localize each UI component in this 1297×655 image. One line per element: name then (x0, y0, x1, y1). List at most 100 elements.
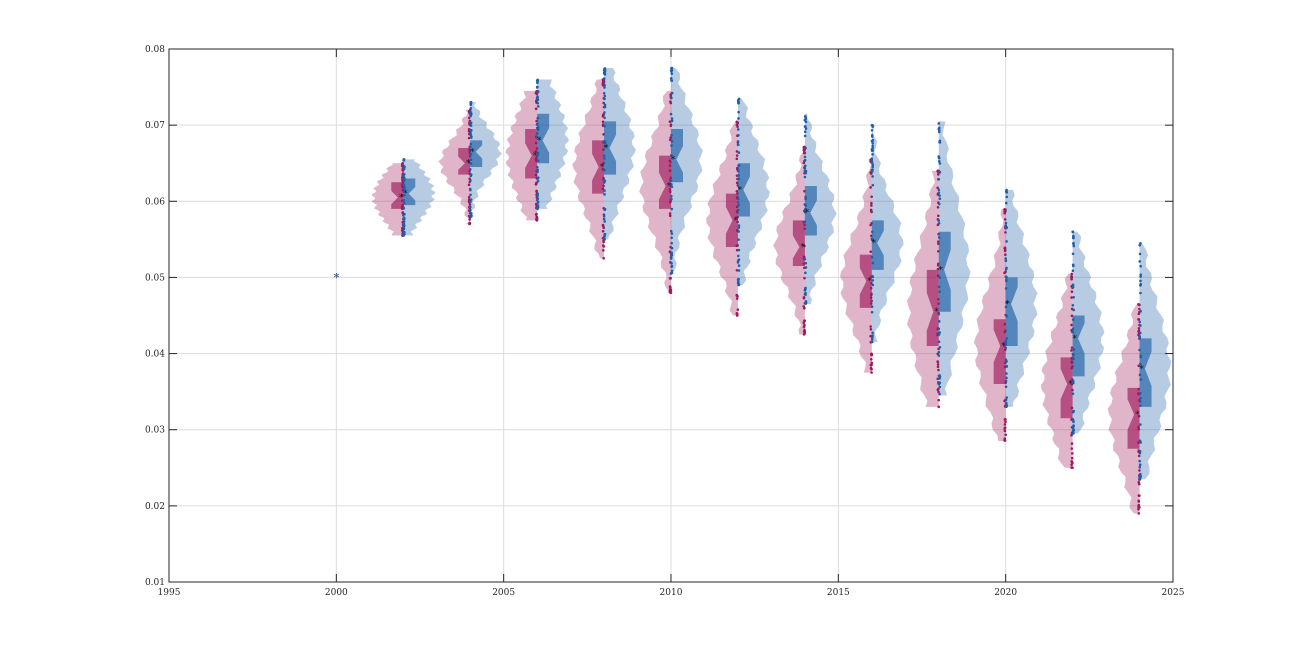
left-data-point (668, 285, 672, 288)
right-data-point (1138, 465, 1142, 469)
left-box (792, 220, 805, 267)
right-data-point (602, 91, 606, 95)
right-data-point (1005, 376, 1008, 380)
right-data-point (937, 221, 941, 225)
right-data-point (871, 334, 874, 338)
right-data-point (1138, 320, 1142, 324)
left-data-point (1004, 253, 1007, 257)
right-median-marker: * (872, 239, 877, 249)
right-data-point (403, 232, 406, 236)
right-data-point (1004, 405, 1008, 408)
right-data-point (938, 392, 941, 396)
right-data-point (737, 133, 740, 137)
y-tick-label: 0.08 (145, 45, 165, 55)
right-data-point (1139, 291, 1142, 295)
right-data-point (1138, 336, 1142, 339)
right-data-point (737, 174, 740, 177)
right-violin (1005, 189, 1038, 407)
right-data-point (469, 152, 473, 156)
left-data-point (535, 189, 538, 193)
right-data-point (669, 229, 673, 233)
left-data-point (936, 388, 940, 392)
right-data-point (1139, 242, 1142, 245)
left-median-marker: * (801, 243, 806, 253)
right-data-point (468, 205, 472, 209)
right-data-point (670, 183, 673, 186)
right-data-point (402, 176, 406, 179)
right-data-point (736, 281, 740, 285)
right-data-point (1004, 402, 1008, 406)
right-box (470, 140, 483, 168)
left-data-point (735, 157, 739, 161)
left-data-point (870, 353, 873, 357)
left-box (592, 140, 605, 194)
right-box (1072, 315, 1085, 377)
left-data-point (869, 286, 873, 290)
right-data-point (536, 105, 540, 108)
right-data-point (469, 113, 473, 116)
left-data-point (602, 184, 605, 188)
right-data-point (1004, 398, 1008, 402)
right-data-point (737, 238, 740, 241)
right-data-point (1071, 283, 1075, 287)
right-data-point (870, 123, 874, 127)
left-data-point (1003, 246, 1007, 250)
right-data-point (1139, 474, 1142, 477)
right-median-marker: * (1005, 300, 1010, 310)
right-data-point (803, 292, 807, 296)
right-data-point (535, 98, 539, 102)
left-violin (438, 109, 471, 225)
left-data-point (735, 123, 739, 127)
right-box (737, 163, 750, 217)
right-data-point (468, 168, 472, 171)
right-data-point (403, 212, 406, 216)
left-data-point (803, 306, 806, 310)
y-tick-label: 0.01 (145, 578, 165, 588)
left-data-point (803, 276, 806, 280)
left-data-point (1138, 307, 1141, 311)
right-data-point (803, 134, 807, 138)
left-data-point (1137, 454, 1141, 458)
right-data-point (804, 261, 808, 265)
right-data-point (1004, 305, 1008, 309)
right-data-point (670, 261, 673, 265)
x-tick-label: 2020 (994, 588, 1017, 598)
right-data-point (937, 188, 941, 192)
left-median-marker: * (868, 277, 873, 287)
right-median-marker: * (805, 209, 810, 219)
right-data-point (1138, 463, 1142, 466)
right-data-point (402, 159, 405, 162)
left-data-point (735, 297, 739, 300)
right-data-point (1138, 451, 1142, 455)
left-data-point (534, 213, 538, 216)
right-data-point (938, 162, 942, 165)
right-data-point (803, 125, 807, 129)
left-box (525, 128, 538, 179)
left-data-point (669, 276, 672, 280)
right-data-point (669, 255, 673, 259)
right-data-point (737, 248, 741, 252)
right-median-marker: * (604, 144, 609, 154)
right-data-point (937, 327, 941, 331)
left-data-point (735, 244, 739, 248)
left-data-point (601, 249, 605, 252)
right-data-point (469, 124, 473, 127)
right-data-point (402, 183, 406, 187)
right-data-point (1139, 282, 1143, 286)
right-data-point (536, 126, 540, 129)
right-data-point (804, 204, 808, 207)
right-data-point (937, 312, 941, 316)
left-data-point (1003, 439, 1007, 442)
right-data-point (603, 124, 606, 128)
left-violin (906, 170, 939, 407)
right-data-point (871, 331, 874, 335)
right-data-point (1005, 396, 1008, 399)
left-data-point (937, 214, 940, 218)
left-data-point (1137, 330, 1140, 333)
right-data-point (803, 175, 807, 179)
right-data-point (870, 128, 874, 132)
left-data-point (802, 295, 806, 299)
left-data-point (1137, 427, 1141, 431)
left-data-point (869, 325, 872, 328)
right-data-point (804, 302, 807, 305)
